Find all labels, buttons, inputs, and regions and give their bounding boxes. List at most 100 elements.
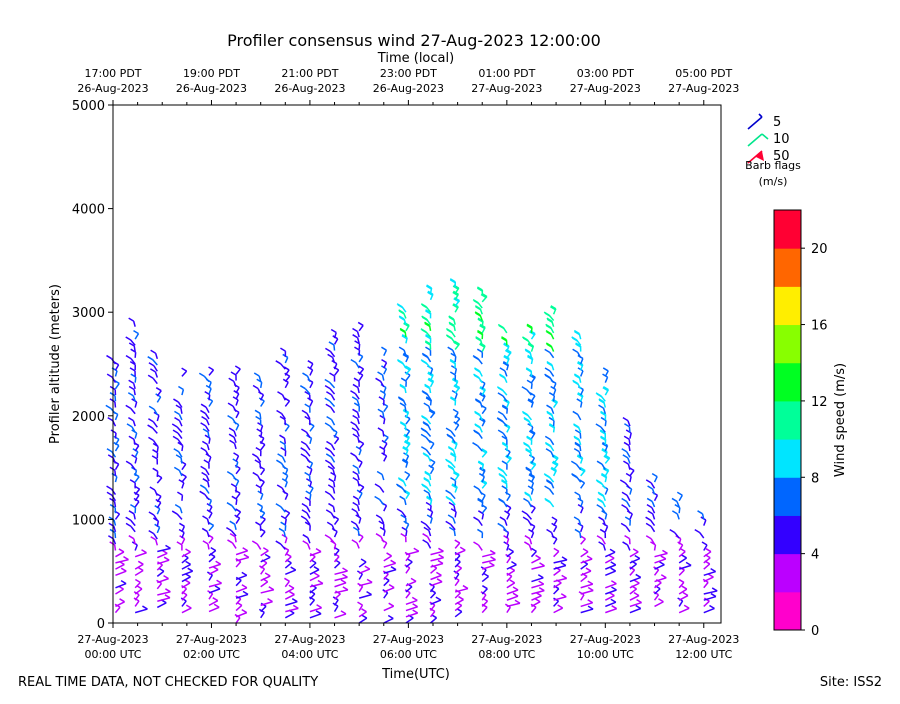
wind-barb-shaft <box>153 378 157 383</box>
wind-barb-shaft <box>261 519 266 524</box>
wind-barb-shaft <box>236 499 237 505</box>
wind-barb-shaft <box>330 426 334 431</box>
wind-barb-shaft <box>550 352 554 357</box>
wind-barb-shaft <box>581 390 584 396</box>
wind-barb-shaft <box>581 358 583 364</box>
wind-barb-shaft <box>581 609 593 613</box>
wind-barb-feather <box>682 586 687 589</box>
wind-barb-feather <box>375 496 380 499</box>
bottom-tick-label-date: 27-Aug-2023 <box>471 633 542 646</box>
wind-barb <box>228 416 236 424</box>
wind-barb-feather <box>276 361 281 364</box>
wind-barb-shaft <box>359 569 370 573</box>
wind-barb-feather <box>289 592 294 595</box>
wind-barb-shaft <box>451 493 456 498</box>
wind-barb <box>330 373 335 382</box>
wind-barb-shaft <box>335 519 339 524</box>
wind-barb <box>482 550 495 556</box>
wind-barb-feather <box>474 486 479 489</box>
wind-barb <box>310 580 323 586</box>
wind-barb-shaft <box>134 321 135 327</box>
wind-barb-feather <box>509 549 514 552</box>
wind-barb-shaft <box>581 483 585 488</box>
wind-barb-shaft <box>115 514 119 519</box>
wind-barb-shaft <box>208 519 209 525</box>
wind-barb-shaft <box>180 508 182 514</box>
wind-barb-feather <box>524 542 529 545</box>
wind-barb-shaft <box>552 532 554 538</box>
wind-barb-shaft <box>209 589 220 593</box>
wind-barb <box>375 484 384 492</box>
wind-barb-shaft <box>384 450 385 456</box>
wind-barb-shaft <box>531 526 534 531</box>
wind-barb-shaft <box>507 590 518 594</box>
wind-barb-feather <box>672 498 677 501</box>
wind-barb <box>108 418 116 427</box>
wind-barb-shaft <box>652 508 655 514</box>
wind-barb-shaft <box>115 464 118 469</box>
wind-barb-feather <box>405 472 410 475</box>
wind-barb-feather <box>562 575 567 578</box>
wind-barb-feather <box>498 430 503 433</box>
top-tick-label-time: 19:00 PDT <box>183 67 240 80</box>
wind-barb-feather <box>265 573 270 576</box>
wind-barb-shaft <box>383 431 384 437</box>
wind-barb-shaft <box>630 433 631 439</box>
wind-barb-shaft <box>455 512 456 518</box>
wind-barb-shaft <box>115 371 117 377</box>
wind-barb-shaft <box>554 526 557 532</box>
wind-barb-feather <box>126 337 131 340</box>
wind-barb <box>400 384 406 393</box>
wind-barb-shaft <box>531 602 540 607</box>
wind-barb-feather <box>341 580 346 583</box>
wind-barb-feather <box>242 610 247 613</box>
wind-barb-feather <box>148 419 153 422</box>
wind-barb-shaft <box>382 474 384 480</box>
wind-barb-feather <box>561 594 566 597</box>
wind-barb <box>106 405 116 413</box>
wind-barb <box>182 605 191 613</box>
wind-barb-shaft <box>554 570 561 575</box>
wind-barb-feather <box>622 492 627 495</box>
wind-barb-shaft <box>581 552 588 557</box>
wind-barb <box>677 492 682 500</box>
wind-barb <box>174 467 182 476</box>
wind-barb-shaft <box>331 444 334 449</box>
wind-barb-feather <box>179 523 184 526</box>
wind-barb-shaft <box>527 390 532 395</box>
barb-legend-units: (m/s) <box>759 175 788 188</box>
wind-barb-feather <box>539 581 544 584</box>
wind-barb <box>473 517 482 525</box>
wind-barb-shaft <box>431 443 434 448</box>
wind-barb-shaft <box>261 612 265 617</box>
wind-barb-feather <box>623 461 628 464</box>
wind-barb-shaft <box>356 456 360 461</box>
wind-barb-shaft <box>605 558 614 563</box>
barb-legend-label: 10 <box>773 132 790 147</box>
wind-barb-feather <box>351 360 356 363</box>
wind-barb-feather <box>150 487 155 490</box>
wind-barb <box>424 403 431 412</box>
wind-barb-shaft <box>431 551 444 554</box>
wind-barb-shaft <box>115 383 119 388</box>
wind-barb-feather <box>156 388 161 391</box>
wind-barb <box>175 505 182 514</box>
wind-barb-feather <box>269 587 274 590</box>
wind-barb-shaft <box>505 520 507 526</box>
wind-barb-feather <box>199 373 204 376</box>
wind-barb-shaft <box>209 513 212 519</box>
wind-barb-shaft <box>155 372 157 378</box>
wind-barb <box>149 512 157 520</box>
wind-barb-shaft <box>285 426 289 431</box>
wind-barb <box>227 472 236 480</box>
wind-barb-feather <box>397 509 402 512</box>
chart-title: Profiler consensus wind 27-Aug-2023 12:0… <box>227 31 601 50</box>
wind-barb <box>527 380 532 389</box>
wind-barb-shaft <box>179 414 181 420</box>
colorbar-segment <box>774 325 801 364</box>
y-tick-label: 1000 <box>72 513 105 528</box>
wind-barb-feather <box>186 605 191 608</box>
wind-barb <box>375 496 384 504</box>
wind-barb-feather <box>302 504 307 507</box>
wind-barb <box>128 393 135 402</box>
